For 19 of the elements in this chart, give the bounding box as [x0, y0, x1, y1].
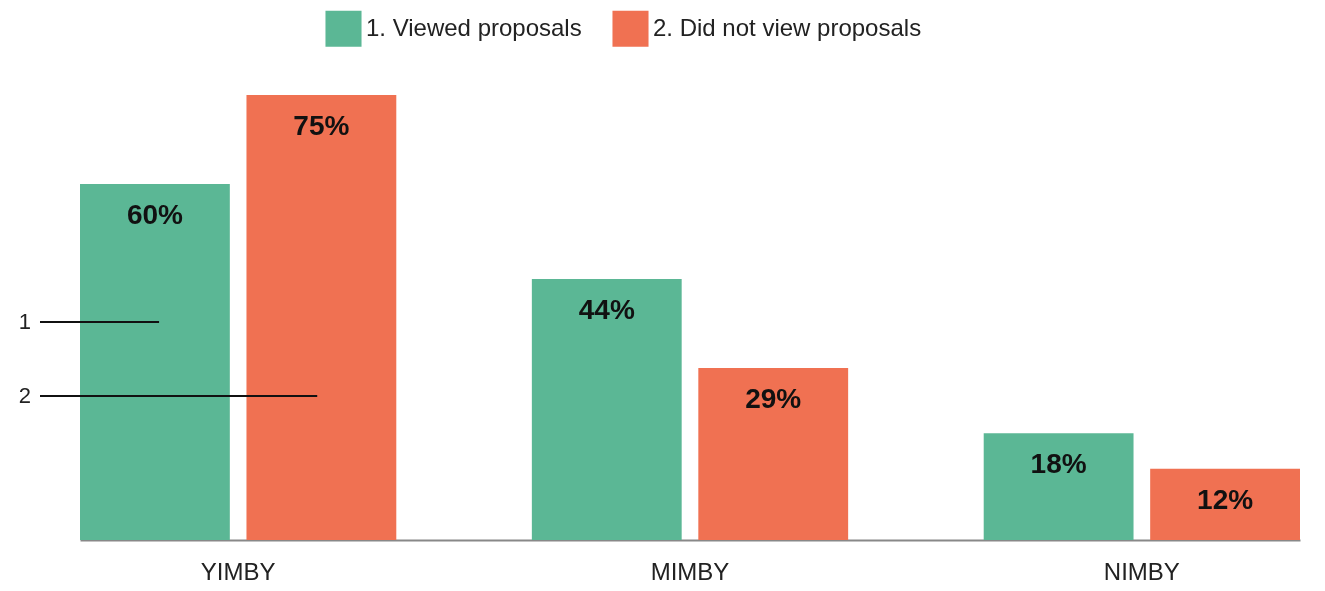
bar: [246, 95, 397, 540]
bar: [1150, 468, 1300, 540]
x-tick-label: MIMBY: [650, 557, 730, 585]
bar: [983, 433, 1134, 540]
data-label: 12%: [1197, 483, 1254, 515]
legend-label: 1. Viewed proposals: [366, 13, 582, 41]
legend-label: 2. Did not view proposals: [653, 13, 922, 41]
x-tick-label: NIMBY: [1103, 557, 1180, 585]
data-label: 60%: [126, 199, 184, 230]
bar: [698, 367, 849, 540]
bar: [80, 184, 230, 540]
data-label: 75%: [293, 110, 350, 141]
data-label: 44%: [578, 293, 635, 325]
bar: [531, 278, 682, 540]
data-label: 29%: [745, 382, 802, 414]
data-label: 18%: [1030, 448, 1087, 480]
text: 1: [18, 309, 31, 334]
text: 2: [18, 383, 31, 408]
x-tick-label: YIMBY: [200, 557, 276, 585]
